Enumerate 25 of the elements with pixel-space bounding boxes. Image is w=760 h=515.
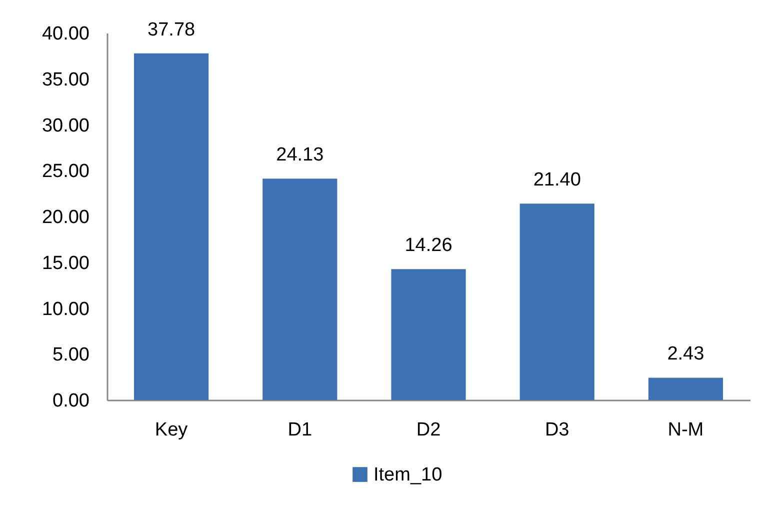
- x-tick-label: D1: [288, 420, 312, 440]
- bar: [134, 53, 209, 400]
- x-tick-label: Key: [154, 420, 188, 440]
- data-label: 2.43: [667, 344, 704, 365]
- bar: [520, 204, 594, 400]
- bar: [391, 269, 466, 400]
- y-tick-label: 25.00: [42, 161, 90, 182]
- data-label: 21.40: [533, 170, 581, 191]
- x-tick-label: D2: [416, 420, 441, 440]
- bar: [648, 378, 723, 400]
- legend-label: Item_10: [374, 464, 442, 486]
- y-tick-label: 35.00: [42, 69, 90, 90]
- y-tick-label: 20.00: [42, 207, 90, 228]
- y-tick-label: 10.00: [42, 298, 90, 320]
- y-tick-label: 0.00: [52, 390, 90, 412]
- data-label: 37.78: [148, 19, 196, 40]
- data-label: 14.26: [404, 235, 452, 256]
- y-tick-label: 15.00: [42, 252, 90, 274]
- y-tick-label: 30.00: [42, 115, 90, 136]
- y-tick-label: 5.00: [52, 344, 90, 366]
- x-tick-label: N-M: [668, 420, 704, 440]
- data-label: 24.13: [276, 144, 324, 166]
- bar: [262, 178, 338, 400]
- y-tick-label: 40.00: [42, 24, 90, 44]
- x-tick-label: D3: [544, 420, 570, 440]
